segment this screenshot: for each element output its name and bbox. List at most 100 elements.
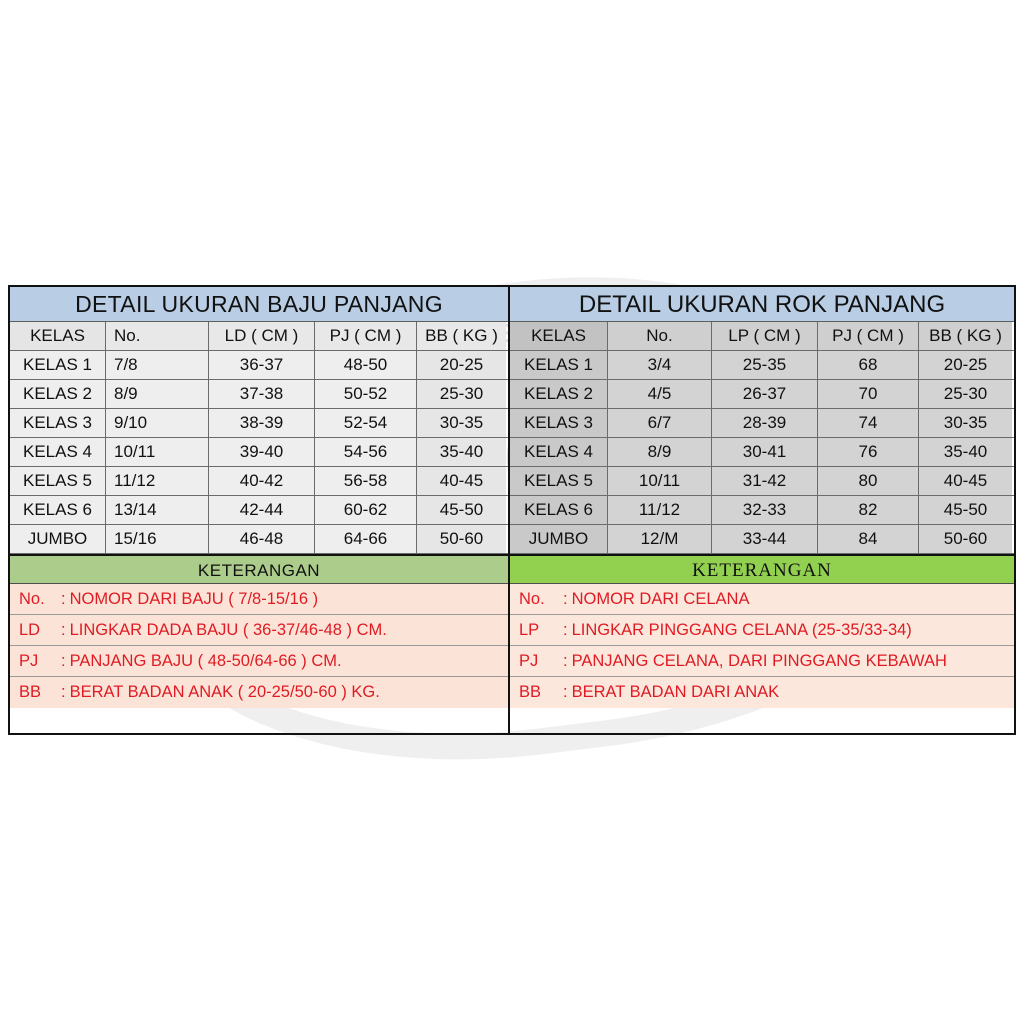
table-cell: 50-52 (315, 380, 417, 408)
table-row: KELAS 5 10/11 31-42 80 40-45 (510, 467, 1014, 496)
table-cell: KELAS 1 (10, 351, 106, 379)
table-cell: 48-50 (315, 351, 417, 379)
note-key: LD (19, 621, 41, 639)
table-cell: KELAS 3 (10, 409, 106, 437)
column-header: KELAS (10, 322, 106, 350)
column-header: KELAS (510, 322, 608, 350)
column-header: No. (106, 322, 209, 350)
table-cell: KELAS 4 (10, 438, 106, 466)
table-cell: 25-30 (417, 380, 506, 408)
table-cell: 8/9 (106, 380, 209, 408)
note-separator: : (563, 652, 568, 670)
table-cell: 20-25 (919, 351, 1012, 379)
table-cell: 15/16 (106, 525, 209, 553)
table-cell: 82 (818, 496, 919, 524)
keterangan-header: KETERANGAN (10, 554, 508, 584)
table-cell: 11/12 (106, 467, 209, 495)
table-cell: 10/11 (608, 467, 712, 495)
table-cell: 46-48 (209, 525, 315, 553)
note-key: BB (519, 683, 542, 701)
table-row: JUMBO 15/16 46-48 64-66 50-60 (10, 525, 508, 554)
table-cell: 40-42 (209, 467, 315, 495)
table-row: JUMBO 12/M 33-44 84 50-60 (510, 525, 1014, 554)
table-row: KELAS 1 3/4 25-35 68 20-25 (510, 351, 1014, 380)
table-cell: KELAS 5 (510, 467, 608, 495)
table-cell: 50-60 (417, 525, 506, 553)
table-cell: 35-40 (919, 438, 1012, 466)
table-cell: 33-44 (712, 525, 818, 553)
table-title: DETAIL UKURAN BAJU PANJANG (10, 287, 508, 322)
column-header: PJ ( CM ) (818, 322, 919, 350)
keterangan-header: KETERANGAN (510, 554, 1014, 584)
table-cell: KELAS 6 (510, 496, 608, 524)
note-text: NOMOR DARI BAJU ( 7/8-15/16 ) (69, 590, 319, 608)
table-cell: 30-41 (712, 438, 818, 466)
table-cell: 35-40 (417, 438, 506, 466)
table-cell: 76 (818, 438, 919, 466)
table-cell: 6/7 (608, 409, 712, 437)
note-text: PANJANG BAJU ( 48-50/64-66 ) CM. (69, 652, 342, 670)
note-separator: : (61, 683, 66, 701)
table-header-row: KELAS No. LD ( CM ) PJ ( CM ) BB ( KG ) (10, 322, 508, 351)
table-cell: 3/4 (608, 351, 712, 379)
table-cell: JUMBO (510, 525, 608, 553)
table-title: DETAIL UKURAN ROK PANJANG (510, 287, 1014, 322)
table-row: KELAS 6 13/14 42-44 60-62 45-50 (10, 496, 508, 525)
table-cell: 70 (818, 380, 919, 408)
table-row: KELAS 1 7/8 36-37 48-50 20-25 (10, 351, 508, 380)
table-row: KELAS 5 11/12 40-42 56-58 40-45 (10, 467, 508, 496)
table-cell: 50-60 (919, 525, 1012, 553)
table-cell: 45-50 (919, 496, 1012, 524)
note-separator: : (61, 652, 66, 670)
table-cell: 32-33 (712, 496, 818, 524)
column-header: PJ ( CM ) (315, 322, 417, 350)
table-cell: JUMBO (10, 525, 106, 553)
table-cell: 56-58 (315, 467, 417, 495)
table-cell: 64-66 (315, 525, 417, 553)
column-header: BB ( KG ) (919, 322, 1012, 350)
table-cell: KELAS 3 (510, 409, 608, 437)
keterangan-note: PJ: PANJANG BAJU ( 48-50/64-66 ) CM. (10, 646, 508, 677)
table-row: KELAS 4 8/9 30-41 76 35-40 (510, 438, 1014, 467)
table-cell: 25-30 (919, 380, 1012, 408)
table-row: KELAS 6 11/12 32-33 82 45-50 (510, 496, 1014, 525)
keterangan-note: No.: NOMOR DARI BAJU ( 7/8-15/16 ) (10, 584, 508, 615)
column-header: LP ( CM ) (712, 322, 818, 350)
table-cell: 26-37 (712, 380, 818, 408)
size-table-baju-panjang: DETAIL UKURAN BAJU PANJANG KELAS No. LD ( C… (10, 287, 510, 733)
note-text: NOMOR DARI CELANA (571, 590, 750, 608)
table-cell: 39-40 (209, 438, 315, 466)
keterangan-note: BB: BERAT BADAN ANAK ( 20-25/50-60 ) KG. (10, 677, 508, 708)
table-cell: KELAS 4 (510, 438, 608, 466)
table-cell: 13/14 (106, 496, 209, 524)
keterangan-note: No.: NOMOR DARI CELANA (510, 584, 1014, 615)
table-row: KELAS 2 4/5 26-37 70 25-30 (510, 380, 1014, 409)
table-cell: KELAS 1 (510, 351, 608, 379)
column-header: LD ( CM ) (209, 322, 315, 350)
table-cell: 10/11 (106, 438, 209, 466)
table-cell: 80 (818, 467, 919, 495)
table-cell: 7/8 (106, 351, 209, 379)
table-cell: KELAS 5 (10, 467, 106, 495)
table-cell: 40-45 (919, 467, 1012, 495)
table-cell: 36-37 (209, 351, 315, 379)
note-separator: : (563, 683, 568, 701)
column-header: BB ( KG ) (417, 322, 506, 350)
note-separator: : (563, 621, 568, 639)
note-key: No. (519, 590, 545, 608)
table-cell: 4/5 (608, 380, 712, 408)
table-cell: 25-35 (712, 351, 818, 379)
table-row: KELAS 3 6/7 28-39 74 30-35 (510, 409, 1014, 438)
note-key: PJ (19, 652, 39, 670)
note-separator: : (61, 590, 66, 608)
note-text: PANJANG CELANA, DARI PINGGANG KEBAWAH (571, 652, 947, 670)
table-cell: 38-39 (209, 409, 315, 437)
table-cell: 30-35 (919, 409, 1012, 437)
table-cell: 74 (818, 409, 919, 437)
size-table-rok-panjang: DETAIL UKURAN ROK PANJANG KELAS No. LP ( CM… (510, 287, 1014, 733)
note-text: BERAT BADAN ANAK ( 20-25/50-60 ) KG. (69, 683, 380, 701)
note-separator: : (61, 621, 66, 639)
table-row: KELAS 4 10/11 39-40 54-56 35-40 (10, 438, 508, 467)
table-cell: 60-62 (315, 496, 417, 524)
